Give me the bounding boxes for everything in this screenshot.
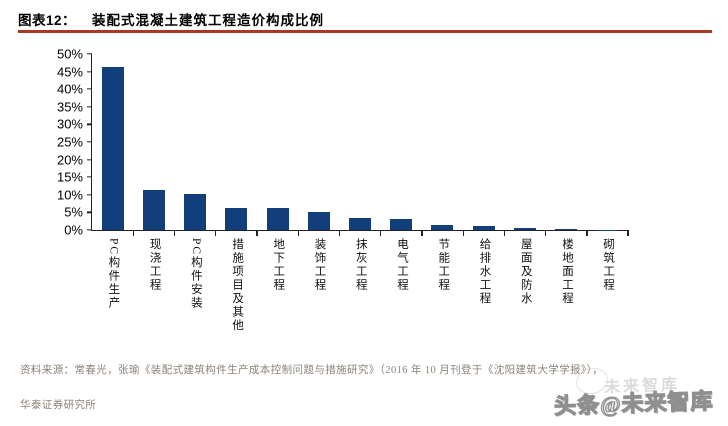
y-axis-tick-label: 5% xyxy=(64,204,83,220)
bar xyxy=(225,207,248,230)
y-axis-tick-label: 25% xyxy=(56,134,83,150)
bar xyxy=(266,208,289,230)
bar xyxy=(390,218,413,230)
x-axis-tick-mark xyxy=(173,230,176,236)
x-axis-label: 地下工程 xyxy=(272,238,285,292)
x-axis-tick-mark xyxy=(132,230,134,236)
y-axis-tick-label: 30% xyxy=(56,116,83,132)
bar xyxy=(142,190,165,230)
x-axis-label: PC构件安装 xyxy=(189,238,202,311)
x-axis-label: 节能工程 xyxy=(437,238,450,292)
bar-column: 抹灰工程 xyxy=(339,54,382,292)
bar-column: 措施项目及其他 xyxy=(216,54,258,333)
x-axis-tick-mark xyxy=(256,230,258,236)
bar-column: 现浇工程 xyxy=(133,54,176,292)
y-axis-tick-mark xyxy=(87,53,92,55)
bar-column: 节能工程 xyxy=(422,54,464,292)
y-axis-tick-label: 35% xyxy=(56,99,83,115)
y-axis-tick-label: 20% xyxy=(56,152,83,168)
x-axis-tick-mark xyxy=(338,230,341,236)
x-axis-tick-mark xyxy=(627,230,629,236)
x-axis-label: 抹灰工程 xyxy=(354,238,367,292)
x-axis-tick-mark xyxy=(586,230,588,236)
bar-columns: PC构件生产 现浇工程 PC构件安装 措施项目及其他 地下工程 装饰工程 抹灰工程 电气工程 节… xyxy=(92,54,629,333)
x-axis-label: 砌筑工程 xyxy=(602,238,615,292)
x-axis-tick-mark xyxy=(503,230,506,236)
y-axis-tick-mark xyxy=(87,194,92,196)
y-axis-tick-mark xyxy=(87,70,92,73)
watermark-text: 头条@未来智库 xyxy=(553,388,714,420)
title-underline-rule xyxy=(18,30,712,33)
source-note-line2: 华泰证券研究所 xyxy=(20,400,97,411)
x-axis-label: 给排水工程 xyxy=(478,238,491,306)
bar-column: 给排水工程 xyxy=(463,54,506,306)
bar-chart: 0% 5% 10% 15% 20% 25% 30% 35% 40% 45% 50% PC构件生产 现浇工… xyxy=(57,47,629,333)
x-axis-label: 现浇工程 xyxy=(148,238,161,292)
x-axis-tick-mark xyxy=(297,230,299,236)
bar xyxy=(555,228,578,230)
y-axis-tick-mark xyxy=(87,88,92,90)
bar-column: PC构件安装 xyxy=(174,54,217,310)
bar-column: 地下工程 xyxy=(257,54,299,292)
figure-title: 装配式混凝土建筑工程造价构成比例 xyxy=(92,13,325,28)
y-axis-tick-mark xyxy=(87,141,92,143)
bar xyxy=(349,218,372,230)
y-axis-tick-mark xyxy=(87,123,92,126)
source-note-line1: 资料来源：常春光，张瑜《装配式建筑构件生产成本控制问题与措施研究》（2016 年… xyxy=(20,365,604,376)
x-axis-label: PC构件生产 xyxy=(107,238,120,311)
y-axis-tick-label: 15% xyxy=(56,169,83,185)
bar xyxy=(307,212,330,230)
bar-column: 电气工程 xyxy=(381,54,423,292)
bar-column: 装饰工程 xyxy=(298,54,341,292)
x-axis-label: 电气工程 xyxy=(396,238,408,292)
bar xyxy=(184,194,207,230)
y-axis-tick-mark xyxy=(87,211,92,214)
y-axis-tick-mark xyxy=(87,106,92,108)
y-axis-tick-mark xyxy=(87,158,92,161)
bar xyxy=(101,66,124,230)
y-axis-tick-label: 10% xyxy=(56,187,83,203)
x-axis-tick-mark xyxy=(380,230,382,236)
bar xyxy=(472,226,495,230)
figure-header: 图表12： 装配式混凝土建筑工程造价构成比例 xyxy=(18,9,324,29)
x-axis-label: 措施项目及其他 xyxy=(231,238,244,333)
y-axis-tick-mark xyxy=(87,176,92,178)
y-axis-tick-label: 0% xyxy=(64,222,83,238)
y-axis-tick-mark xyxy=(87,229,92,231)
x-axis-tick-mark xyxy=(544,230,547,236)
bar-column: 砌筑工程 xyxy=(587,54,629,292)
bar-column: 屋面及防水 xyxy=(504,54,547,306)
x-axis-label: 装饰工程 xyxy=(313,238,326,292)
y-axis-tick-label: 40% xyxy=(56,81,83,97)
bar xyxy=(513,227,536,230)
bar-column: PC构件生产 xyxy=(92,54,134,310)
bar-column: 楼地面工程 xyxy=(546,54,588,306)
figure-label: 图表12： xyxy=(18,13,77,28)
x-axis-tick-mark xyxy=(462,230,464,236)
x-axis-label: 屋面及防水 xyxy=(519,238,532,306)
x-axis-tick-mark xyxy=(215,230,217,236)
x-axis-label: 楼地面工程 xyxy=(560,238,573,306)
y-axis-tick-label: 50% xyxy=(56,46,83,62)
bar xyxy=(431,225,454,230)
x-axis-tick-mark xyxy=(421,230,423,236)
y-axis-tick-label: 45% xyxy=(56,64,83,80)
